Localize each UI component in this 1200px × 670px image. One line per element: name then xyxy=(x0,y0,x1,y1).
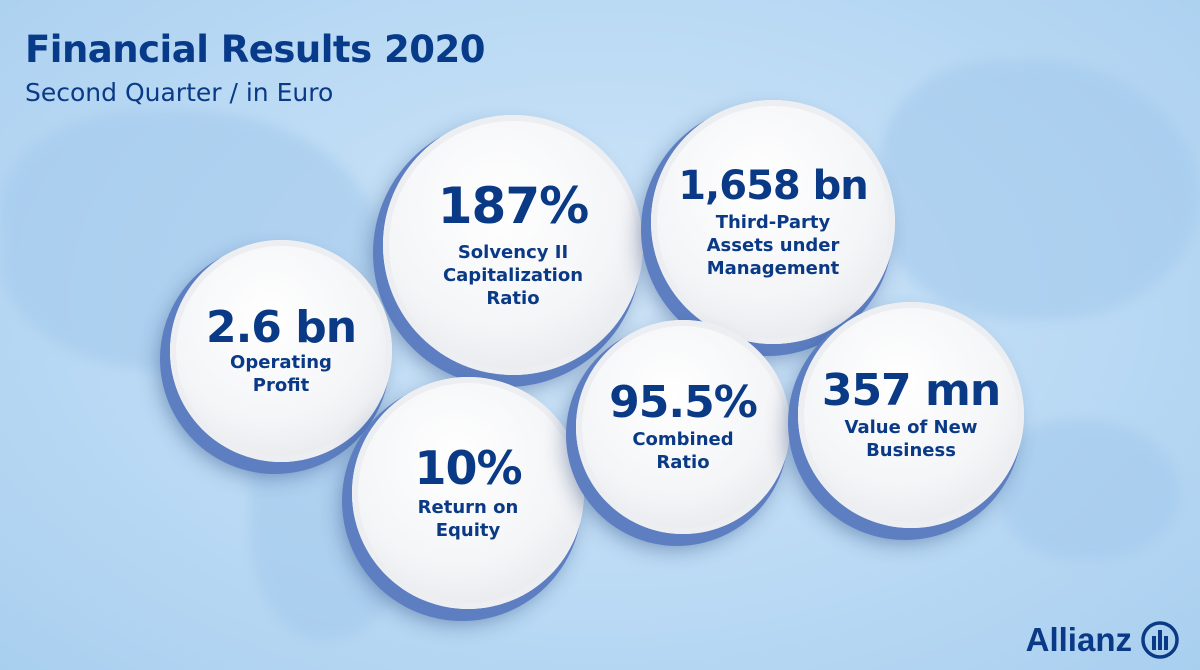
metric-label: Solvency II xyxy=(457,241,569,263)
metric-assets-under-management: 1,658 bn Third-Party Assets under Manage… xyxy=(651,100,895,344)
page-subtitle: Second Quarter / in Euro xyxy=(25,78,334,107)
world-map-background xyxy=(1000,420,1180,560)
metric-return-on-equity: 10% Return on Equity xyxy=(352,377,584,609)
metric-operating-profit: 2.6 bn Operating Profit xyxy=(170,240,392,462)
metric-solvency-ratio: 187% Solvency II Capitalization Ratio xyxy=(383,115,643,375)
metric-label: Assets under xyxy=(706,234,840,256)
metric-label: Value of New xyxy=(844,417,978,439)
metric-label: Management xyxy=(706,257,840,279)
metric-label: Combined xyxy=(632,429,734,451)
allianz-eagle-logo-icon xyxy=(1141,621,1179,659)
metric-label: Return on xyxy=(417,497,519,519)
metric-value: 1,658 bn xyxy=(678,162,869,209)
metric-label: Third-Party xyxy=(715,211,831,233)
allianz-logo: Allianz xyxy=(1026,620,1180,660)
metric-label: Equity xyxy=(435,520,501,542)
metric-label: Business xyxy=(866,440,956,462)
metric-label: Capitalization xyxy=(442,264,584,286)
metric-value: 187% xyxy=(437,177,589,236)
metric-value: 10% xyxy=(414,440,522,495)
metric-label: Ratio xyxy=(486,287,540,309)
metric-label: Ratio xyxy=(656,452,710,474)
page-title: Financial Results 2020 xyxy=(25,28,485,71)
logo-text: Allianz xyxy=(1025,621,1132,658)
world-map-background xyxy=(880,60,1200,320)
metric-combined-ratio: 95.5% Combined Ratio xyxy=(576,320,790,534)
metric-value: 2.6 bn xyxy=(205,301,357,353)
metric-value: 357 mn xyxy=(821,364,1001,416)
metric-label: Operating xyxy=(230,352,332,374)
metric-value: 95.5% xyxy=(609,376,758,428)
metric-value-of-new-business: 357 mn Value of New Business xyxy=(798,302,1024,528)
metric-label: Profit xyxy=(252,375,310,397)
